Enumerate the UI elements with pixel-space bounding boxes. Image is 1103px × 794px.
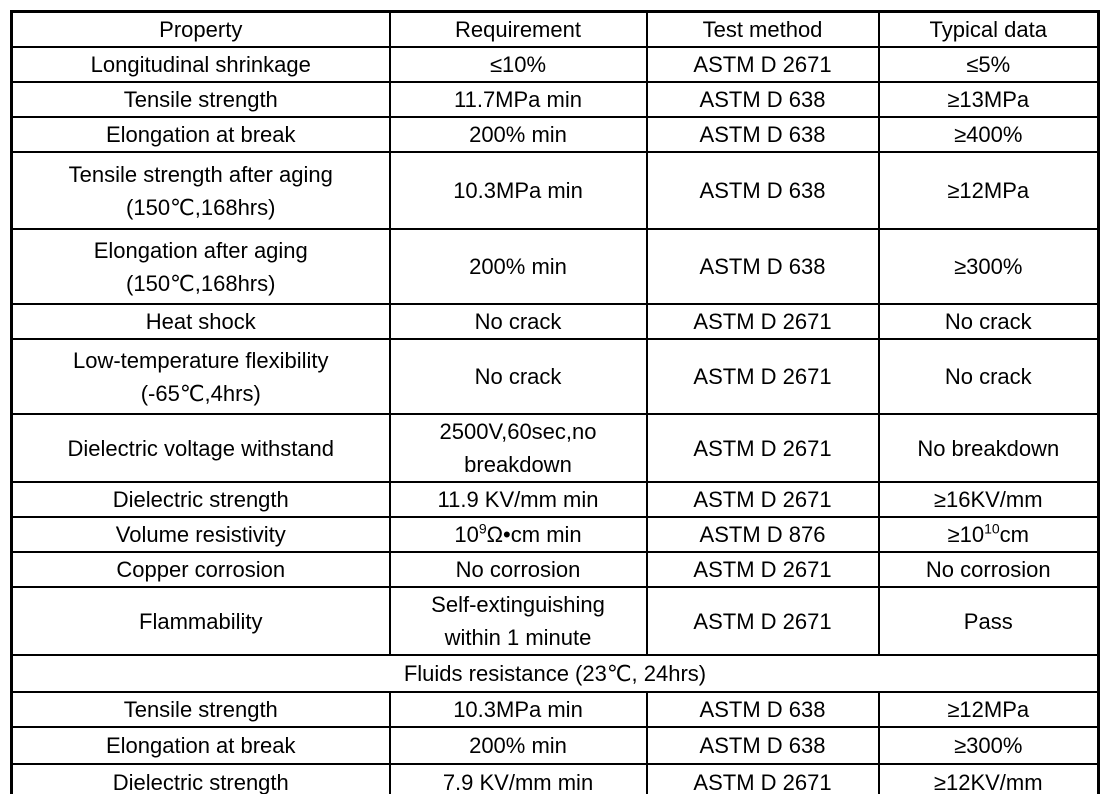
superscript-text: 10 — [984, 520, 1000, 537]
spec-table-header: Property Requirement Test method Typical… — [10, 10, 1100, 48]
table-row: Tensile strength 11.7MPa min ASTM D 638 ≥13… — [10, 81, 1100, 118]
spec-table-body: Longitudinal shrinkage ≤10% ASTM D 2671 ≤5%… — [10, 46, 1100, 794]
table-row: Copper corrosion No corrosion ASTM D 2671 N… — [10, 551, 1100, 588]
requirement-cell: 200% min — [388, 116, 648, 153]
property-cell: Dielectric strength — [10, 481, 391, 518]
cell-text: cm — [999, 522, 1029, 547]
test-method-cell: ASTM D 2671 — [645, 481, 880, 518]
section-header-cell: Fluids resistance (23℃, 24hrs) — [10, 654, 1100, 693]
typical-data-cell: No breakdown — [877, 413, 1100, 483]
property-cell: Low-temperature flexibility (-65℃,4hrs) — [10, 338, 391, 415]
requirement-cell: 200% min — [388, 228, 648, 305]
header-row: Property Requirement Test method Typical… — [10, 10, 1100, 48]
table-row: Dielectric strength 11.9 KV/mm min ASTM D … — [10, 481, 1100, 518]
table-row: Elongation after aging (150℃,168hrs) 200%… — [10, 228, 1100, 305]
typical-data-cell: ≥12KV/mm — [877, 763, 1100, 794]
table-row: Flammability Self-extinguishing within 1 … — [10, 586, 1100, 656]
requirement-cell: 11.7MPa min — [388, 81, 648, 118]
typical-data-cell: ≥300% — [877, 726, 1100, 765]
spec-table: Property Requirement Test method Typical… — [10, 10, 1100, 794]
table-row: Longitudinal shrinkage ≤10% ASTM D 2671 ≤5% — [10, 46, 1100, 83]
typical-data-cell: ≥1010cm — [877, 516, 1100, 553]
property-cell: Elongation after aging (150℃,168hrs) — [10, 228, 391, 305]
property-cell: Longitudinal shrinkage — [10, 46, 391, 83]
column-header-test-method: Test method — [645, 10, 880, 48]
test-method-cell: ASTM D 876 — [645, 516, 880, 553]
table-row: Elongation at break 200% min ASTM D 638 ≥30… — [10, 726, 1100, 765]
test-method-cell: ASTM D 638 — [645, 116, 880, 153]
test-method-cell: ASTM D 638 — [645, 151, 880, 230]
requirement-cell: ≤10% — [388, 46, 648, 83]
property-cell: Elongation at break — [10, 726, 391, 765]
table-row: Elongation at break 200% min ASTM D 638 ≥40… — [10, 116, 1100, 153]
test-method-cell: ASTM D 2671 — [645, 338, 880, 415]
column-header-property: Property — [10, 10, 391, 48]
table-row: Heat shock No crack ASTM D 2671 No crack — [10, 303, 1100, 340]
cell-text: 10 — [454, 522, 479, 547]
requirement-cell: No crack — [388, 338, 648, 415]
test-method-cell: ASTM D 2671 — [645, 763, 880, 794]
property-cell: Copper corrosion — [10, 551, 391, 588]
typical-data-cell: ≤5% — [877, 46, 1100, 83]
property-cell: Flammability — [10, 586, 391, 656]
test-method-cell: ASTM D 638 — [645, 81, 880, 118]
typical-data-cell: ≥16KV/mm — [877, 481, 1100, 518]
typical-data-cell: No crack — [877, 303, 1100, 340]
typical-data-cell: No corrosion — [877, 551, 1100, 588]
requirement-cell: No corrosion — [388, 551, 648, 588]
test-method-cell: ASTM D 2671 — [645, 303, 880, 340]
property-cell: Dielectric strength — [10, 763, 391, 794]
table-row: Tensile strength 10.3MPa min ASTM D 638 ≥12… — [10, 691, 1100, 728]
cell-text: Ω•cm min — [486, 522, 582, 547]
typical-data-cell: ≥13MPa — [877, 81, 1100, 118]
test-method-cell: ASTM D 638 — [645, 228, 880, 305]
test-method-cell: ASTM D 2671 — [645, 46, 880, 83]
test-method-cell: ASTM D 638 — [645, 691, 880, 728]
typical-data-cell: ≥12MPa — [877, 691, 1100, 728]
property-cell: Heat shock — [10, 303, 391, 340]
section-header-row: Fluids resistance (23℃, 24hrs) — [10, 654, 1100, 693]
table-row: Low-temperature flexibility (-65℃,4hrs) N… — [10, 338, 1100, 415]
test-method-cell: ASTM D 2671 — [645, 413, 880, 483]
requirement-cell: 2500V,60sec,no breakdown — [388, 413, 648, 483]
column-header-requirement: Requirement — [388, 10, 648, 48]
table-row: Dielectric strength 7.9 KV/mm min ASTM D 2… — [10, 763, 1100, 794]
property-cell: Tensile strength — [10, 81, 391, 118]
table-row: Volume resistivity 109Ω•cm min ASTM D 876 ≥… — [10, 516, 1100, 553]
typical-data-cell: No crack — [877, 338, 1100, 415]
property-cell: Tensile strength — [10, 691, 391, 728]
typical-data-cell: ≥400% — [877, 116, 1100, 153]
typical-data-cell: ≥12MPa — [877, 151, 1100, 230]
table-row: Tensile strength after aging (150℃,168hr… — [10, 151, 1100, 230]
requirement-cell: 11.9 KV/mm min — [388, 481, 648, 518]
requirement-cell: 10.3MPa min — [388, 691, 648, 728]
property-cell: Volume resistivity — [10, 516, 391, 553]
requirement-cell: 200% min — [388, 726, 648, 765]
column-header-typical-data: Typical data — [877, 10, 1100, 48]
test-method-cell: ASTM D 2671 — [645, 586, 880, 656]
property-cell: Dielectric voltage withstand — [10, 413, 391, 483]
requirement-cell: 10.3MPa min — [388, 151, 648, 230]
table-row: Dielectric voltage withstand 2500V,60sec,… — [10, 413, 1100, 483]
test-method-cell: ASTM D 2671 — [645, 551, 880, 588]
test-method-cell: ASTM D 638 — [645, 726, 880, 765]
property-cell: Elongation at break — [10, 116, 391, 153]
requirement-cell: Self-extinguishing within 1 minute — [388, 586, 648, 656]
requirement-cell: 109Ω•cm min — [388, 516, 648, 553]
requirement-cell: No crack — [388, 303, 648, 340]
requirement-cell: 7.9 KV/mm min — [388, 763, 648, 794]
superscript-text: 9 — [478, 520, 487, 537]
typical-data-cell: ≥300% — [877, 228, 1100, 305]
property-cell: Tensile strength after aging (150℃,168hr… — [10, 151, 391, 230]
cell-text: ≥10 — [947, 522, 985, 547]
typical-data-cell: Pass — [877, 586, 1100, 656]
